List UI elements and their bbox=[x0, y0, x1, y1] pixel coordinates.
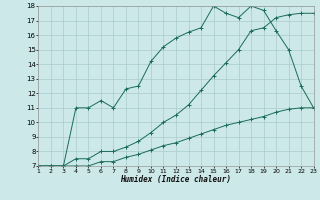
X-axis label: Humidex (Indice chaleur): Humidex (Indice chaleur) bbox=[121, 175, 231, 184]
